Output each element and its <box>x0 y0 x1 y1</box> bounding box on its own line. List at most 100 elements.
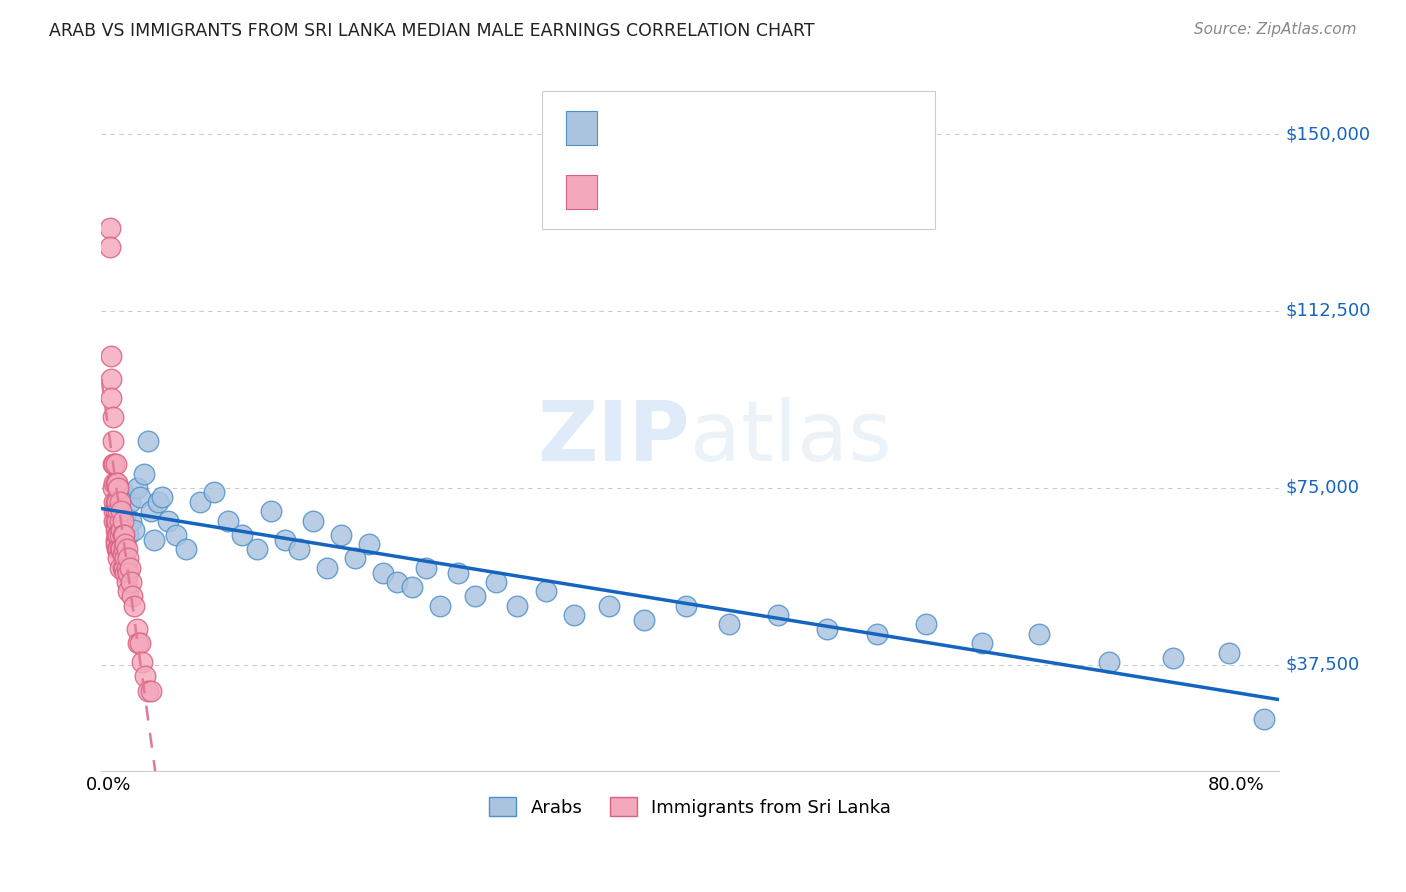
Point <box>1253 712 1275 726</box>
Point <box>146 495 169 509</box>
Point <box>122 599 145 613</box>
Point <box>118 561 141 575</box>
Point <box>562 608 585 623</box>
Point <box>136 683 159 698</box>
Point <box>107 551 129 566</box>
Point <box>112 561 135 575</box>
Text: ZIP: ZIP <box>537 398 690 478</box>
Point <box>915 617 938 632</box>
Point <box>117 584 139 599</box>
Text: atlas: atlas <box>690 398 891 478</box>
Point <box>103 495 125 509</box>
Text: -0.505: -0.505 <box>647 119 711 136</box>
Point <box>464 589 486 603</box>
Point <box>105 495 128 509</box>
Point <box>122 523 145 537</box>
Text: $75,000: $75,000 <box>1285 479 1360 497</box>
Point <box>866 627 889 641</box>
Point <box>766 608 789 623</box>
Point <box>114 537 136 551</box>
Point <box>104 514 127 528</box>
Point <box>108 542 131 557</box>
Point <box>111 561 134 575</box>
Text: $150,000: $150,000 <box>1285 125 1371 143</box>
Point <box>104 475 127 490</box>
Point <box>111 485 134 500</box>
Point <box>1028 627 1050 641</box>
Point <box>156 514 179 528</box>
Point <box>115 542 138 557</box>
Point <box>316 561 339 575</box>
Point <box>107 504 129 518</box>
Point <box>231 528 253 542</box>
Point <box>717 617 740 632</box>
Point <box>111 514 134 528</box>
Point <box>117 551 139 566</box>
Point <box>115 561 138 575</box>
Point <box>188 495 211 509</box>
Point <box>105 475 128 490</box>
Point <box>136 434 159 448</box>
Point <box>125 481 148 495</box>
Text: R =: R = <box>610 183 650 202</box>
Point <box>108 561 131 575</box>
Point <box>104 457 127 471</box>
Point <box>120 514 142 528</box>
Point <box>98 240 121 254</box>
Point <box>104 523 127 537</box>
Text: ARAB VS IMMIGRANTS FROM SRI LANKA MEDIAN MALE EARNINGS CORRELATION CHART: ARAB VS IMMIGRANTS FROM SRI LANKA MEDIAN… <box>49 22 815 40</box>
Point <box>534 584 557 599</box>
Point <box>110 542 132 557</box>
Point <box>330 528 353 542</box>
Point <box>117 528 139 542</box>
Text: 67: 67 <box>754 183 779 202</box>
Point <box>675 599 697 613</box>
Text: N =: N = <box>720 119 761 136</box>
Point <box>108 514 131 528</box>
Text: Source: ZipAtlas.com: Source: ZipAtlas.com <box>1194 22 1357 37</box>
Text: R =: R = <box>610 119 650 136</box>
Point <box>139 504 162 518</box>
Point <box>104 495 127 509</box>
Point <box>259 504 281 518</box>
Point <box>111 547 134 561</box>
Point <box>633 613 655 627</box>
Point <box>302 514 325 528</box>
Point <box>134 669 156 683</box>
Point <box>111 528 134 542</box>
Point <box>165 528 187 542</box>
Text: 57: 57 <box>754 119 779 136</box>
Point <box>359 537 381 551</box>
Point <box>101 457 124 471</box>
Point <box>107 528 129 542</box>
Point <box>128 636 150 650</box>
Point <box>100 372 122 386</box>
Point <box>104 504 127 518</box>
Point <box>115 575 138 590</box>
Point <box>125 622 148 636</box>
Point <box>103 504 125 518</box>
Point <box>344 551 367 566</box>
Point <box>101 409 124 424</box>
Point <box>142 533 165 547</box>
Point <box>288 542 311 557</box>
Point <box>100 391 122 405</box>
Point <box>485 575 508 590</box>
Point <box>139 683 162 698</box>
Point <box>373 566 395 580</box>
Legend: Arabs, Immigrants from Sri Lanka: Arabs, Immigrants from Sri Lanka <box>482 790 898 824</box>
Point <box>121 589 143 603</box>
Point <box>105 528 128 542</box>
Point <box>415 561 437 575</box>
Point <box>817 622 839 636</box>
Point <box>110 523 132 537</box>
Point <box>117 566 139 580</box>
Point <box>104 537 127 551</box>
Point <box>132 467 155 481</box>
Point <box>447 566 470 580</box>
Point <box>506 599 529 613</box>
Point <box>104 518 127 533</box>
Text: -0.014: -0.014 <box>647 183 711 202</box>
Point <box>128 490 150 504</box>
Point <box>103 475 125 490</box>
